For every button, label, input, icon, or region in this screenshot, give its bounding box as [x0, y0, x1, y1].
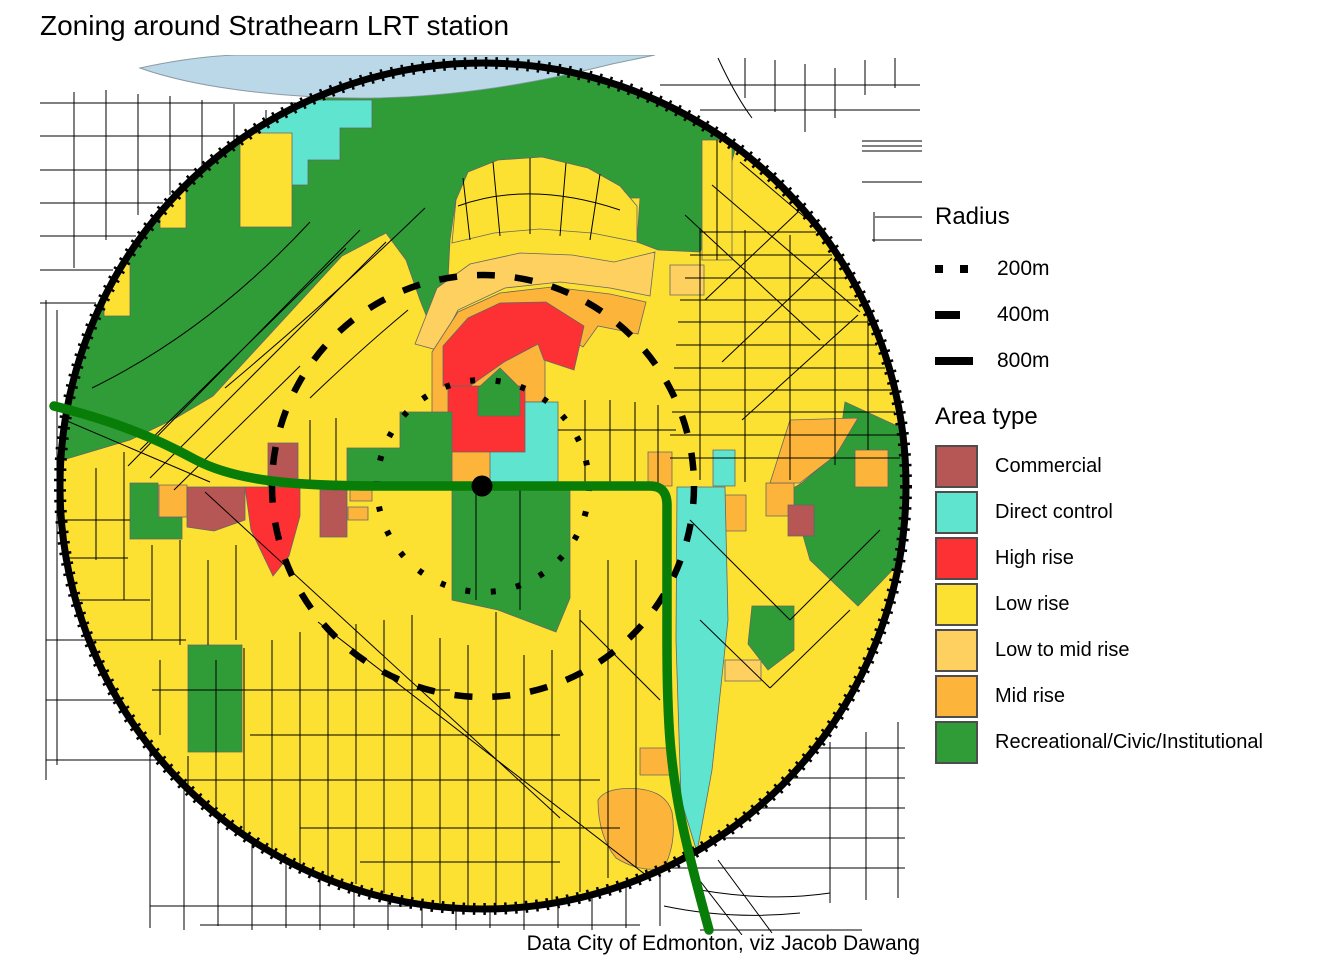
zone-mid-rise-east-d	[854, 449, 889, 488]
zone-commercial-east	[787, 504, 815, 537]
legend-radius-item-200m: 200m	[935, 257, 1050, 281]
zone-recreational-se-pentagon	[747, 605, 795, 671]
dashed-line-icon	[935, 311, 960, 319]
lrt-line	[49, 401, 714, 935]
mid-rise-swatch	[935, 675, 978, 718]
legend-area-label: Direct control	[995, 501, 1113, 523]
zone-recreational-sw-rect	[187, 644, 243, 753]
legend-radius-label: 400m	[997, 303, 1050, 326]
zone-commercial-west-a	[186, 486, 246, 532]
zone-mid-rise-west-small-b	[347, 506, 369, 521]
recreational-swatch	[935, 721, 978, 764]
commercial-swatch	[935, 445, 978, 488]
dotted-line-icon	[935, 265, 977, 273]
street-network-outside	[40, 57, 922, 935]
station-marker	[471, 475, 493, 497]
legend-area-label: Recreational/Civic/Institutional	[995, 731, 1263, 753]
zone-direct-control-corridor	[675, 486, 729, 853]
zone-mid-rise-east-a	[647, 451, 673, 487]
legend-area-label: Commercial	[995, 455, 1102, 477]
zone-recreational-notch	[477, 367, 521, 417]
data-credit-caption: Data City of Edmonton, viz Jacob Dawang	[526, 932, 920, 955]
zone-mid-rise-west-square	[158, 484, 188, 518]
legend-radius-title: Radius	[935, 203, 1010, 230]
zone-mid-rise-east-band	[769, 417, 859, 484]
ring-400m	[268, 271, 698, 701]
zone-direct-control-small	[712, 449, 736, 487]
legend-area-label: Low rise	[995, 593, 1070, 615]
legend-radius-label: 800m	[997, 349, 1050, 372]
legend-area-type-title: Area type	[935, 403, 1038, 430]
zone-low-to-mid-band	[414, 251, 656, 351]
zone-low-rise-valley-a	[239, 132, 293, 228]
legend-radius-item-400m: 400m	[935, 303, 1050, 327]
legend-area-label: Low to mid rise	[995, 639, 1130, 661]
low-rise-swatch	[935, 583, 978, 626]
ring-800m-texture	[54, 57, 912, 915]
page-title: Zoning around Strathearn LRT station	[40, 10, 510, 41]
low-to-mid-rise-swatch	[935, 629, 978, 672]
zone-commercial-west-c	[319, 489, 348, 538]
zone-direct-control-west	[60, 109, 77, 161]
direct-control-swatch	[935, 491, 978, 534]
solid-line-icon	[935, 357, 973, 365]
zone-low-to-mid-south	[724, 659, 762, 682]
zone-low-to-mid-ne	[669, 264, 705, 296]
legend-radius-label: 200m	[997, 257, 1050, 280]
legend-area-label: Mid rise	[995, 685, 1066, 707]
high-rise-swatch	[935, 537, 978, 580]
legend-radius-item-800m: 800m	[935, 349, 1050, 373]
legend-area-label: High rise	[995, 547, 1074, 569]
